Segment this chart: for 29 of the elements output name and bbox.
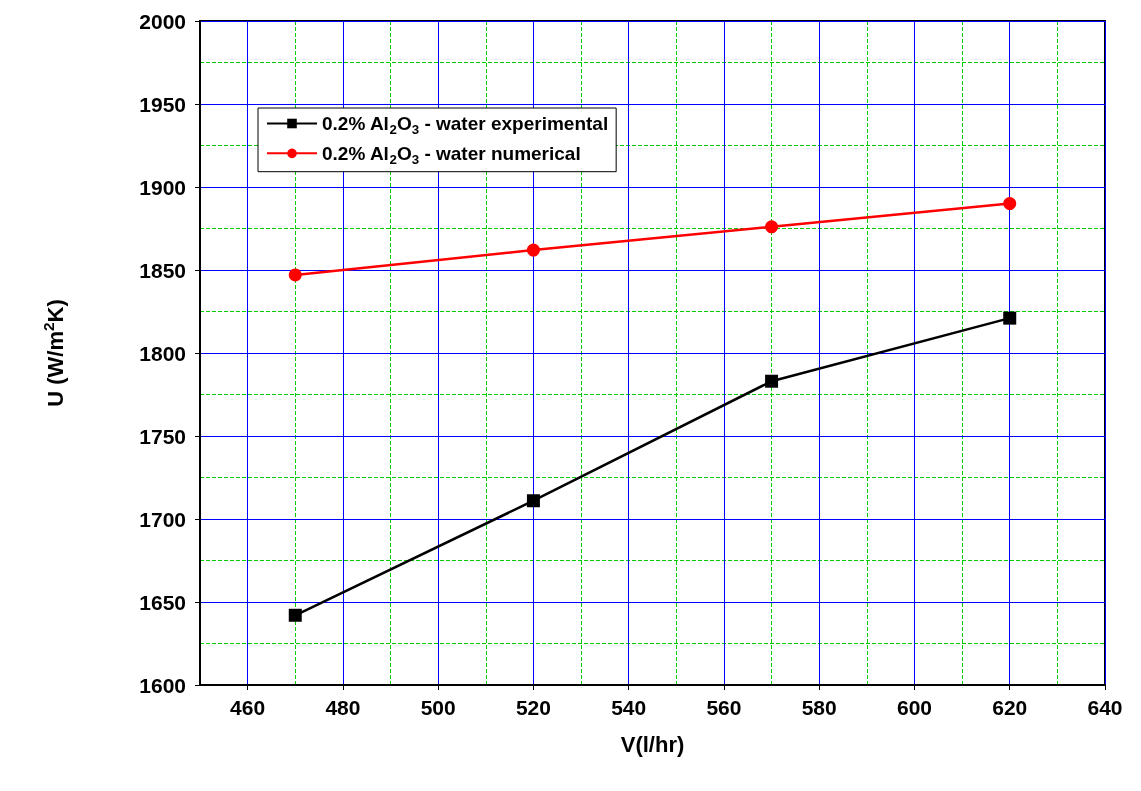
point bbox=[288, 268, 302, 282]
x-axis-title: V(l/hr) bbox=[620, 731, 685, 757]
point bbox=[526, 243, 540, 257]
y-tick-label: 1600 bbox=[139, 673, 186, 697]
x-tick-label: 580 bbox=[801, 696, 837, 719]
x-tick-label: 640 bbox=[1087, 696, 1123, 719]
point bbox=[765, 220, 779, 234]
x-tick-label: 520 bbox=[515, 696, 551, 719]
x-tick-label: 620 bbox=[992, 696, 1028, 719]
y-tick-label: 1950 bbox=[139, 92, 186, 116]
x-tick-label: 600 bbox=[896, 696, 932, 719]
y-tick-label: 1850 bbox=[139, 258, 186, 282]
point bbox=[1003, 197, 1017, 211]
point bbox=[526, 494, 540, 508]
y-tick-label: 1700 bbox=[139, 507, 186, 531]
x-tick-label: 560 bbox=[706, 696, 742, 719]
x-tick-label: 480 bbox=[325, 696, 361, 719]
x-tick-label: 500 bbox=[420, 696, 456, 719]
y-tick-label: 1900 bbox=[139, 175, 186, 199]
y-tick-label: 1750 bbox=[139, 424, 186, 448]
point bbox=[288, 608, 302, 622]
point bbox=[765, 374, 779, 388]
y-tick-label: 1650 bbox=[139, 590, 186, 614]
y-tick-label: 2000 bbox=[139, 9, 186, 33]
y-axis-title: U (W/m2K) bbox=[40, 299, 69, 407]
x-tick-label: 540 bbox=[611, 696, 647, 719]
x-tick-label: 460 bbox=[230, 696, 266, 719]
y-tick-label: 1800 bbox=[139, 341, 186, 365]
point bbox=[1003, 311, 1017, 325]
